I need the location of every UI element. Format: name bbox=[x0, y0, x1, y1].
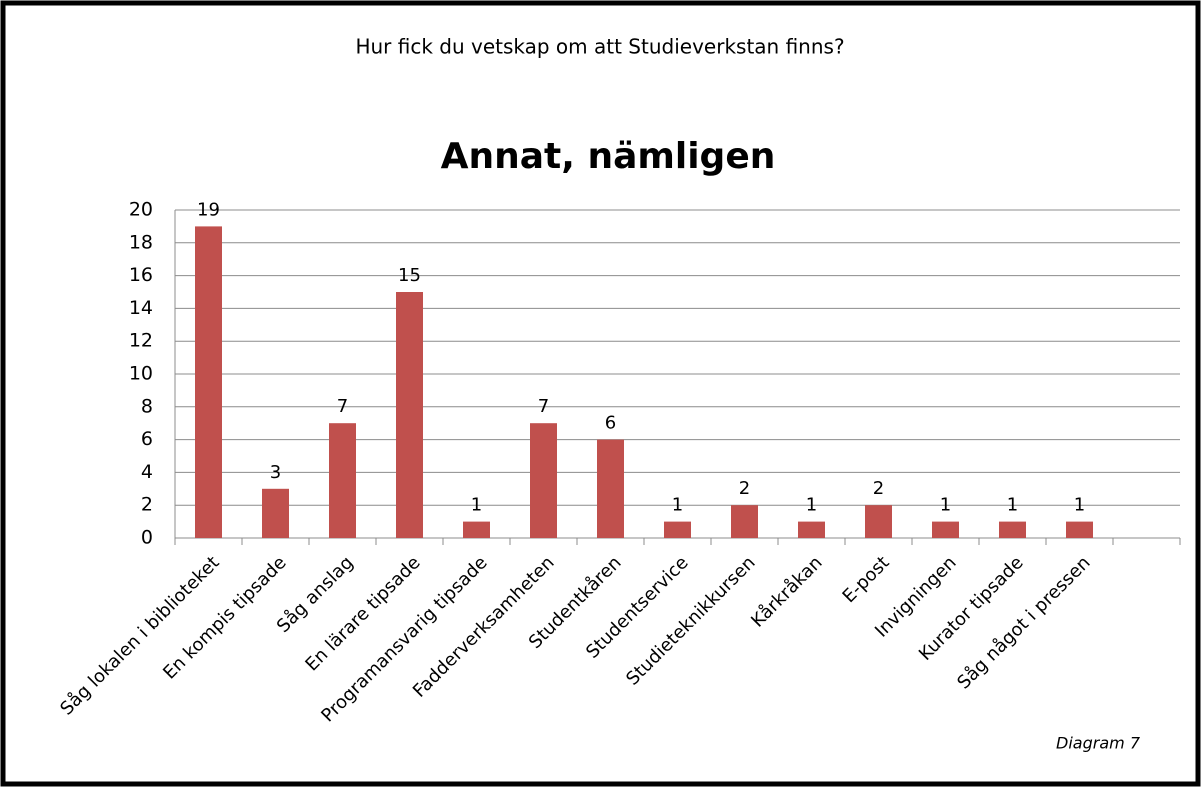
value-label: 2 bbox=[873, 478, 884, 499]
bar bbox=[396, 292, 423, 538]
value-label: 1 bbox=[1007, 495, 1018, 516]
y-tick-label: 4 bbox=[141, 461, 153, 483]
bar bbox=[1066, 521, 1093, 538]
bar bbox=[999, 521, 1026, 538]
chart-title: Annat, nämligen bbox=[441, 136, 776, 177]
value-label: 1 bbox=[672, 495, 683, 516]
note: Diagram 7 bbox=[1056, 734, 1141, 753]
y-tick-label: 8 bbox=[141, 395, 153, 417]
y-tick-label: 10 bbox=[129, 363, 153, 385]
y-tick-label: 0 bbox=[141, 527, 153, 549]
header: Hur fick du vetskap om att Studieverksta… bbox=[355, 35, 844, 59]
y-tick-label: 20 bbox=[129, 199, 153, 221]
bar bbox=[597, 439, 624, 538]
bar bbox=[731, 505, 758, 538]
value-label: 6 bbox=[605, 413, 616, 434]
bar bbox=[262, 488, 289, 538]
bar bbox=[664, 521, 691, 538]
y-tick-label: 2 bbox=[141, 494, 153, 516]
value-label: 1 bbox=[1074, 495, 1085, 516]
value-label: 1 bbox=[806, 495, 817, 516]
value-label: 1 bbox=[940, 495, 951, 516]
y-tick-label: 18 bbox=[129, 231, 153, 253]
bar bbox=[329, 423, 356, 538]
value-label: 7 bbox=[538, 396, 549, 417]
y-tick-label: 12 bbox=[129, 330, 153, 352]
value-label: 2 bbox=[739, 478, 750, 499]
y-tick-label: 6 bbox=[141, 428, 153, 450]
value-label: 7 bbox=[337, 396, 348, 417]
bar bbox=[530, 423, 557, 538]
value-label: 15 bbox=[398, 265, 421, 286]
y-tick-label: 14 bbox=[129, 297, 153, 319]
value-label: 19 bbox=[197, 199, 220, 220]
bar bbox=[932, 521, 959, 538]
bar bbox=[195, 226, 222, 538]
bar bbox=[798, 521, 825, 538]
bar bbox=[463, 521, 490, 538]
value-label: 1 bbox=[471, 495, 482, 516]
bar bbox=[865, 505, 892, 538]
value-label: 3 bbox=[270, 462, 281, 483]
y-tick-label: 16 bbox=[129, 264, 153, 286]
